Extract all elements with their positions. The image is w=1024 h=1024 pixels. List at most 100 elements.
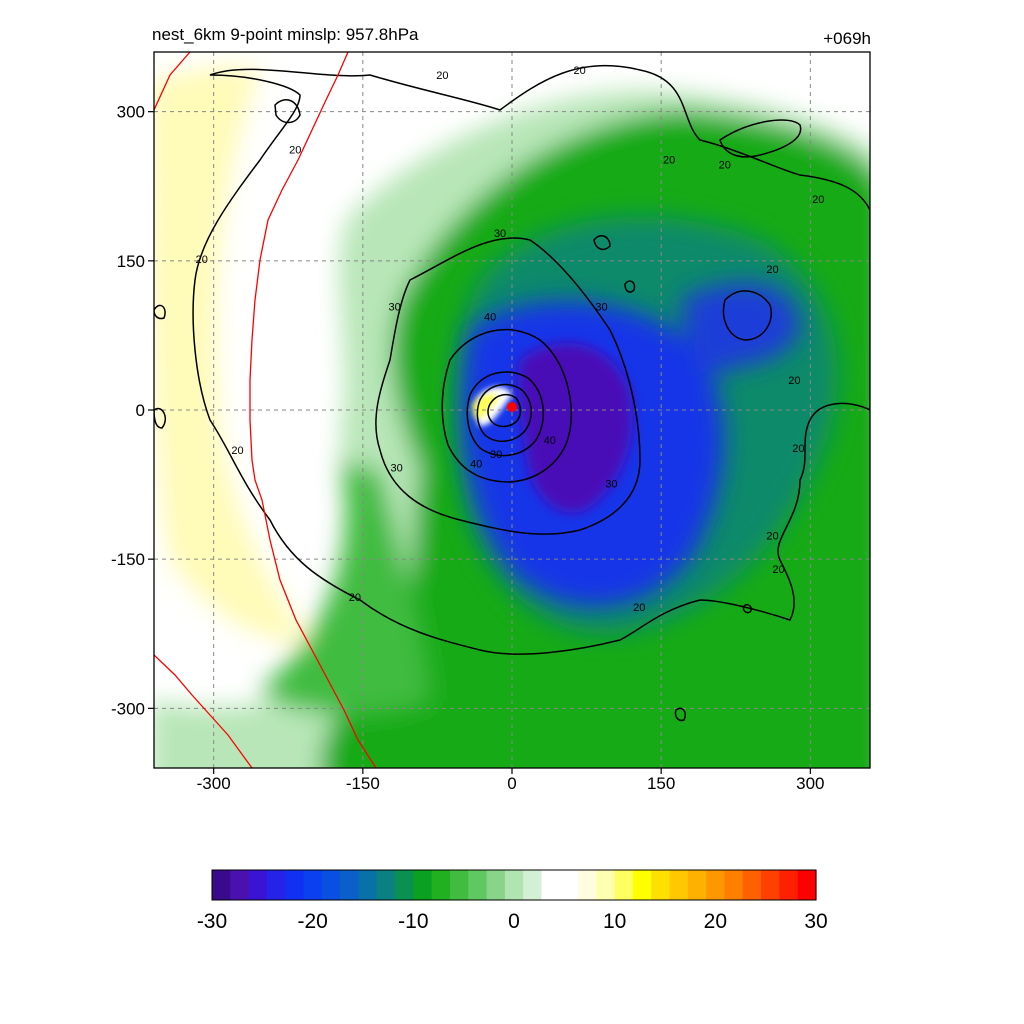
y-axis-ticks: 300 150 0 -150 -300 — [111, 103, 154, 718]
contour-label: 20 — [788, 375, 800, 387]
contour-label: 20 — [812, 194, 824, 206]
colorbar-swatch — [449, 870, 469, 900]
contour-label: 40 — [484, 312, 496, 324]
colorbar-swatch — [742, 870, 762, 900]
colorbar-swatch — [413, 870, 433, 900]
contour-label: 20 — [289, 144, 301, 156]
contour-label: 30 — [389, 302, 401, 314]
colorbar-tick-label: -30 — [197, 910, 227, 933]
contour-label: 30 — [391, 463, 403, 475]
contour-blob-5 — [624, 280, 636, 293]
y-tick-label: 0 — [136, 401, 145, 420]
contour-30 — [375, 237, 641, 535]
contour-blob-6 — [674, 707, 687, 722]
red-boundaries — [154, 52, 377, 768]
contour-label: 20 — [766, 264, 778, 276]
colorbar-swatch — [321, 870, 341, 900]
contour-label: 20 — [772, 564, 784, 576]
contour-inner-3 — [487, 393, 522, 428]
colorbar-swatch — [724, 870, 744, 900]
nest-boundary-2 — [249, 52, 377, 768]
colorbar-tick-label: 10 — [603, 910, 626, 933]
colorbar — [211, 869, 817, 901]
colorbar-swatch — [761, 870, 780, 900]
colorbar-swatch — [340, 870, 360, 900]
colorbar-swatch — [596, 870, 616, 900]
x-axis-ticks: -300 -150 0 150 300 — [197, 768, 825, 793]
x-tick-label: -150 — [346, 774, 380, 793]
colorbar-swatch — [486, 870, 506, 900]
colorbar-swatch — [706, 870, 726, 900]
colorbar-swatch — [468, 870, 488, 900]
colorbar-swatch — [632, 870, 652, 900]
colorbar-swatch — [285, 870, 305, 900]
y-tick-label: 300 — [117, 103, 145, 122]
contour-label: 20 — [436, 70, 448, 82]
contour-40 — [441, 328, 572, 483]
colorbar-swatch — [797, 870, 817, 900]
colorbar-swatch — [687, 870, 707, 900]
colorbar-swatch — [651, 870, 671, 900]
colorbar-tick-label: 30 — [804, 910, 827, 933]
contour-blob-4 — [593, 235, 611, 251]
nest-boundary-1 — [154, 52, 191, 111]
contour-label: 20 — [663, 154, 675, 166]
x-tick-label: 0 — [507, 774, 516, 793]
contour-label: 30 — [595, 302, 607, 314]
storm-center-marker — [507, 402, 517, 413]
contour-label: 20 — [231, 445, 243, 457]
contour-inner-1 — [466, 371, 544, 457]
y-tick-label: -150 — [111, 550, 145, 569]
colorbar-swatch — [303, 870, 323, 900]
chart-title: nest_6km 9-point minslp: 957.8hPa — [152, 25, 419, 44]
contour-label: 40 — [470, 459, 482, 471]
colorbar-swatch — [230, 870, 250, 900]
colorbar-swatch — [779, 870, 799, 900]
contour-labels: 20 20 20 20 20 20 20 20 20 20 20 20 20 20 20 30 30 30 30 30… — [196, 65, 825, 614]
colorbar-swatch — [541, 870, 561, 900]
contour-label: 40 — [544, 435, 556, 447]
contour-label: 20 — [792, 443, 804, 455]
colorbar-swatch — [523, 870, 543, 900]
colorbar-tick-labels: -30 -20 -10 0 10 20 30 — [197, 910, 828, 933]
contours — [154, 64, 870, 722]
x-tick-label: -300 — [197, 774, 231, 793]
contour-label: 30 — [490, 449, 502, 461]
contour-inner-2 — [476, 383, 532, 442]
contour-20-outer — [192, 64, 870, 655]
contour-blob-8 — [154, 304, 166, 320]
colorbar-tick-label: 20 — [704, 910, 727, 933]
colorbar-tick-label: -20 — [297, 910, 327, 933]
contour-label: 20 — [196, 254, 208, 266]
colorbar-frame — [211, 869, 817, 901]
field-purple — [518, 343, 633, 513]
field-green-outer — [260, 460, 430, 714]
colorbar-swatch — [266, 870, 286, 900]
y-tick-label: -300 — [111, 699, 145, 718]
contour-label: 20 — [766, 530, 778, 542]
colorbar-swatch — [248, 870, 268, 900]
x-tick-label: 300 — [796, 774, 824, 793]
y-tick-label: 150 — [117, 252, 145, 271]
x-tick-label: 150 — [647, 774, 675, 793]
contour-blob-2 — [722, 290, 772, 341]
colorbar-swatch — [614, 870, 634, 900]
contour-blob-7 — [742, 603, 753, 614]
forecast-hour-label: +069h — [823, 29, 871, 48]
colorbar-swatch — [578, 870, 597, 900]
colorbar-tick-label: -10 — [398, 910, 428, 933]
colorbar-swatch — [212, 870, 231, 900]
colorbar-swatch — [431, 870, 451, 900]
contour-blob-3 — [274, 99, 301, 124]
contour-blob-1 — [719, 119, 802, 158]
plot-area: 20 20 20 20 20 20 20 20 20 20 20 20 20 20 20 30 30 30 30 30… — [154, 52, 870, 768]
contour-label: 20 — [719, 159, 731, 171]
colorbar-swatch — [559, 870, 579, 900]
contour-label: 20 — [573, 65, 585, 77]
colorbar-swatch — [669, 870, 689, 900]
contour-label: 30 — [494, 228, 506, 240]
colorbar-tick-label: 0 — [508, 910, 520, 933]
colorbar-swatch — [395, 870, 414, 900]
colorbar-swatch — [504, 870, 524, 900]
